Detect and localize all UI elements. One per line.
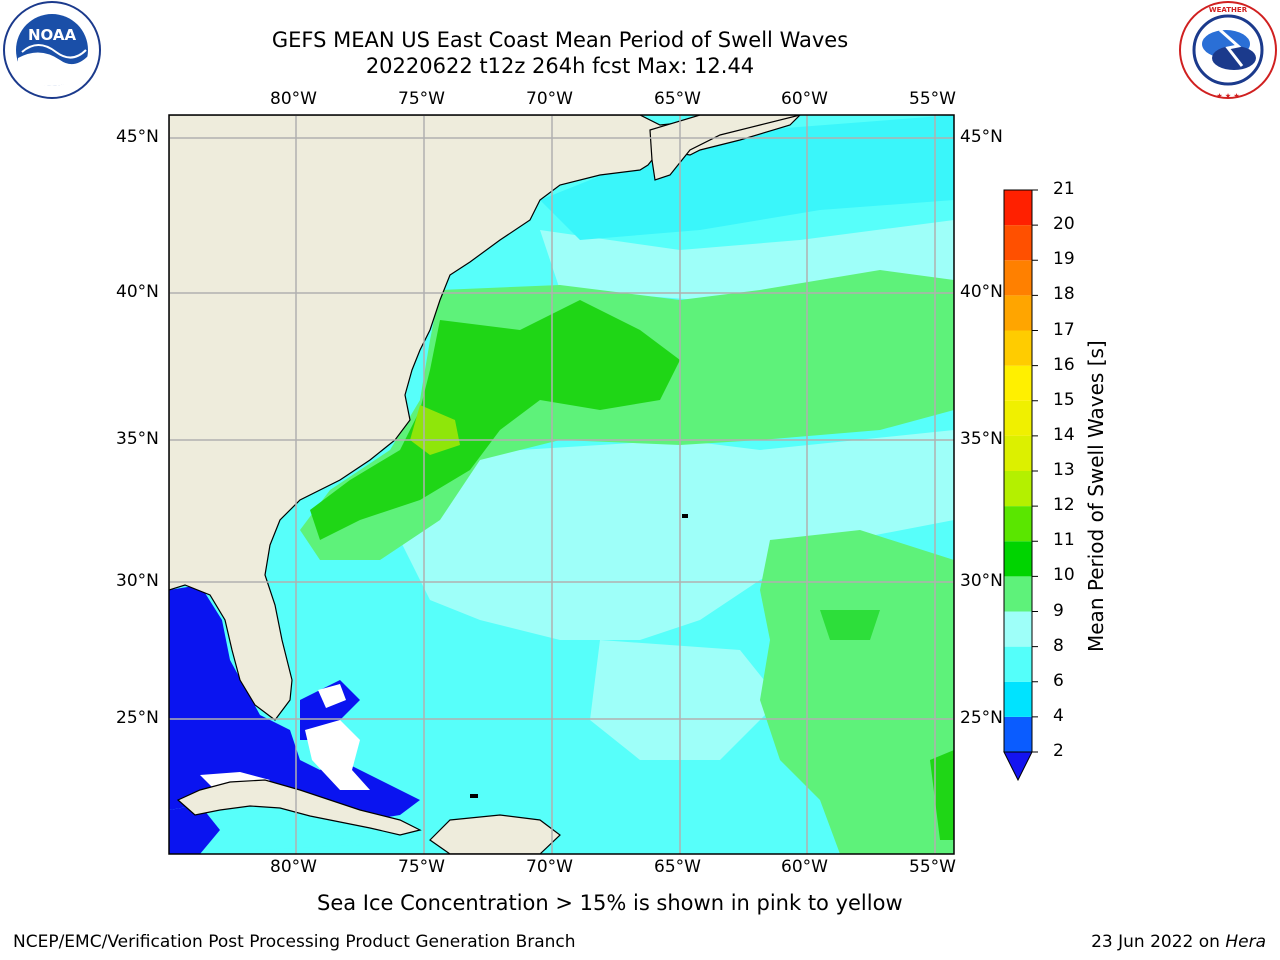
svg-text:NOAA: NOAA bbox=[28, 26, 77, 44]
lon-label-bottom: 60°W bbox=[781, 857, 828, 877]
land-cuba bbox=[176, 779, 422, 836]
svg-text:WEATHER: WEATHER bbox=[1209, 6, 1248, 14]
lon-label-bottom: 70°W bbox=[526, 857, 573, 877]
graticule bbox=[169, 115, 954, 854]
colorbar-tick-label: 21 bbox=[1053, 179, 1075, 199]
chart-subtitle: 20220622 t12z 264h fcst Max: 12.44 bbox=[365, 54, 755, 78]
colorbar-tick-label: 9 bbox=[1053, 600, 1064, 621]
lat-label-right: 25°N bbox=[960, 708, 1003, 728]
lat-label-left: 40°N bbox=[116, 282, 159, 302]
lat-label-right: 40°N bbox=[960, 282, 1003, 302]
colorbar-tick-label: 11 bbox=[1053, 530, 1075, 551]
colorbar-tick-label: 20 bbox=[1053, 214, 1075, 235]
lat-label-left: 45°N bbox=[116, 127, 159, 147]
map-frame bbox=[168, 114, 955, 855]
colorbar-extend-arrow bbox=[1003, 751, 1033, 782]
colorbar-segment bbox=[1004, 365, 1032, 401]
colorbar-segment bbox=[1004, 435, 1032, 471]
colorbar-segment bbox=[1004, 190, 1032, 226]
colorbar-tick-label: 12 bbox=[1053, 495, 1075, 516]
colorbar-tick-label: 8 bbox=[1053, 635, 1064, 656]
colorbar-segment bbox=[1004, 681, 1032, 717]
lon-label-bottom: 55°W bbox=[909, 857, 956, 877]
colorbar-tick-label: 10 bbox=[1053, 565, 1075, 586]
footer-date: 23 Jun 2022 on Hera bbox=[1091, 932, 1266, 952]
colorbar-segment bbox=[1004, 330, 1032, 366]
colorbar-segment bbox=[1004, 400, 1032, 436]
lon-label-bottom: 65°W bbox=[654, 857, 701, 877]
lon-label-top: 70°W bbox=[526, 89, 573, 109]
lon-label-top: 65°W bbox=[654, 89, 701, 109]
colorbar-label: Mean Period of Swell Waves [s] bbox=[1084, 340, 1108, 652]
lon-label-top: 80°W bbox=[270, 89, 317, 109]
colorbar-segment bbox=[1004, 646, 1032, 682]
colorbar-segment bbox=[1004, 506, 1032, 542]
colorbar-tick-label: 4 bbox=[1053, 705, 1064, 726]
colorbar-segment bbox=[1004, 471, 1032, 507]
lat-label-left: 30°N bbox=[116, 571, 159, 591]
colorbar-tick-label: 18 bbox=[1053, 284, 1075, 305]
footer-branch: NCEP/EMC/Verification Post Processing Pr… bbox=[13, 932, 576, 952]
noaa-logo: NOAA bbox=[3, 1, 101, 99]
lon-label-top: 60°W bbox=[781, 89, 828, 109]
colorbar-segment bbox=[1004, 260, 1032, 296]
colorbar-tick-label: 17 bbox=[1053, 319, 1075, 340]
colorbar-tick-label: 13 bbox=[1053, 460, 1075, 480]
land-north-america bbox=[169, 115, 801, 721]
lon-label-bottom: 80°W bbox=[270, 857, 317, 877]
footer-machine: Hera bbox=[1225, 932, 1266, 952]
footer-date-text: 23 Jun 2022 on bbox=[1091, 932, 1226, 952]
colorbar-tick-label: 6 bbox=[1053, 670, 1064, 691]
lon-label-top: 55°W bbox=[909, 89, 956, 109]
colorbar-segment bbox=[1004, 716, 1032, 752]
map-field bbox=[169, 115, 954, 854]
lat-label-right: 30°N bbox=[960, 571, 1003, 591]
colorbar bbox=[1003, 189, 1038, 782]
chart-title: GEFS MEAN US East Coast Mean Period of S… bbox=[271, 28, 849, 52]
sea-ice-note: Sea Ice Concentration > 15% is shown in … bbox=[317, 891, 903, 915]
lat-label-right: 35°N bbox=[960, 429, 1003, 449]
lon-label-bottom: 75°W bbox=[398, 857, 445, 877]
colorbar-tick-label: 2 bbox=[1053, 741, 1064, 761]
colorbar-tick-label: 19 bbox=[1053, 249, 1075, 270]
colorbar-segment bbox=[1004, 541, 1032, 577]
lat-label-left: 25°N bbox=[116, 708, 159, 728]
colorbar-segment bbox=[1004, 611, 1032, 647]
nws-logo: WEATHER ★ ★ ★ bbox=[1179, 1, 1277, 100]
colorbar-tick-label: 15 bbox=[1053, 389, 1075, 410]
colorbar-segment bbox=[1004, 295, 1032, 331]
svg-text:★ ★ ★: ★ ★ ★ bbox=[1216, 92, 1239, 100]
colorbar-segment bbox=[1004, 576, 1032, 612]
colorbar-tick-label: 16 bbox=[1053, 354, 1075, 375]
lon-label-top: 75°W bbox=[398, 89, 445, 109]
colorbar-segment bbox=[1004, 225, 1032, 261]
colorbar-tick-label: 14 bbox=[1053, 424, 1075, 445]
lat-label-left: 35°N bbox=[116, 429, 159, 449]
lat-label-right: 45°N bbox=[960, 127, 1003, 147]
